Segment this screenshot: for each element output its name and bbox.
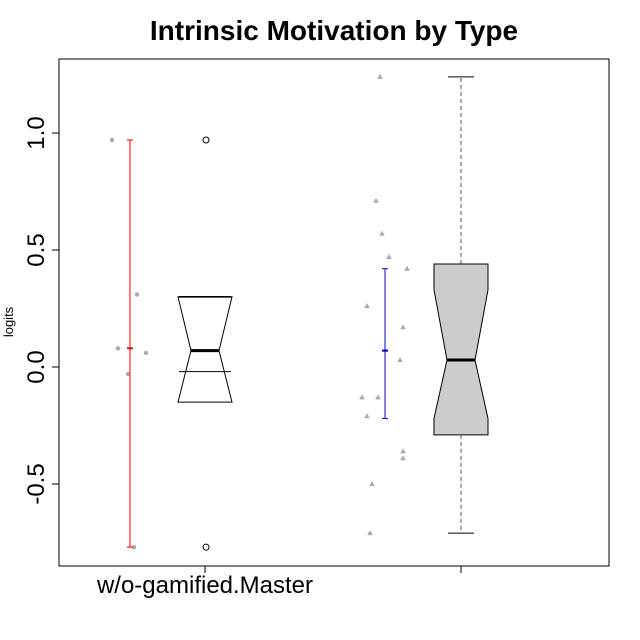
data-point: [386, 254, 392, 260]
data-point: [125, 371, 131, 377]
plot-area: [109, 73, 489, 551]
y-tick-label: 0.0: [23, 350, 50, 383]
box-body: [433, 263, 489, 436]
data-point: [404, 265, 410, 271]
y-axis: -0.5 0.0 0.5 1.0: [23, 116, 60, 505]
data-point: [367, 530, 373, 536]
data-point: [377, 73, 383, 79]
data-point: [369, 481, 375, 486]
x-axis: w/o-gamified.Master: [96, 566, 462, 599]
data-point: [400, 455, 406, 461]
data-point: [109, 137, 115, 143]
y-tick-label: 1.0: [23, 116, 50, 149]
data-point: [397, 356, 403, 362]
data-point: [400, 324, 406, 330]
outlier-point: [202, 543, 210, 551]
data-point: [364, 413, 370, 419]
y-axis-label: logits: [1, 306, 16, 337]
data-point: [375, 394, 381, 400]
data-point: [379, 230, 385, 236]
data-point: [364, 303, 370, 309]
y-tick-label: 0.5: [23, 233, 50, 266]
data-point: [131, 544, 137, 550]
y-tick-label: -0.5: [23, 463, 50, 504]
x-tick-label: w/o-gamified.Master: [96, 572, 313, 599]
outlier-point: [202, 136, 210, 144]
data-point: [400, 448, 406, 454]
data-point: [359, 394, 365, 400]
chart-title: Intrinsic Motivation by Type: [150, 15, 518, 46]
data-point: [143, 350, 149, 356]
data-point: [373, 197, 379, 203]
data-point: [134, 292, 140, 297]
data-point: [115, 346, 121, 351]
